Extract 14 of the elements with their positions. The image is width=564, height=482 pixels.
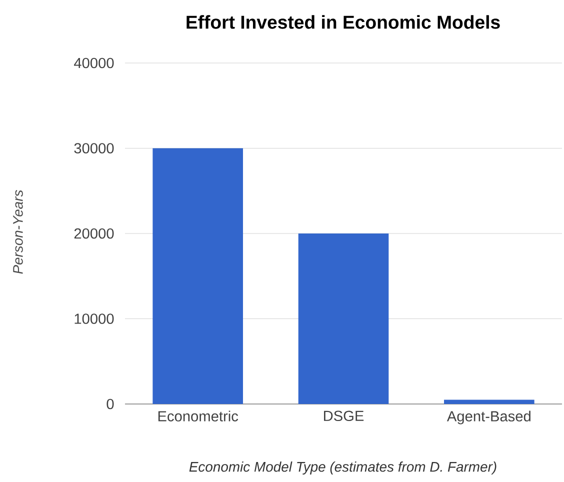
bar	[152, 148, 243, 404]
bar	[298, 234, 389, 404]
y-axis-title: Person-Years	[13, 190, 23, 274]
x-axis-title: Economic Model Type (estimates from D. Farmer)	[189, 462, 496, 474]
x-tick-label: Agent-Based	[446, 410, 530, 424]
x-tick-label: Econometric	[158, 410, 238, 422]
chart-title: Effort Invested in Economic Models	[186, 15, 500, 29]
y-tick-label: 20000	[74, 228, 114, 239]
bar	[444, 400, 534, 404]
y-tick-label: 30000	[74, 143, 114, 154]
x-tick-label: DSGE	[324, 410, 364, 422]
y-tick-label: 0	[106, 398, 114, 410]
y-tick-label: 40000	[74, 58, 114, 68]
y-tick-label: 10000	[74, 314, 114, 324]
